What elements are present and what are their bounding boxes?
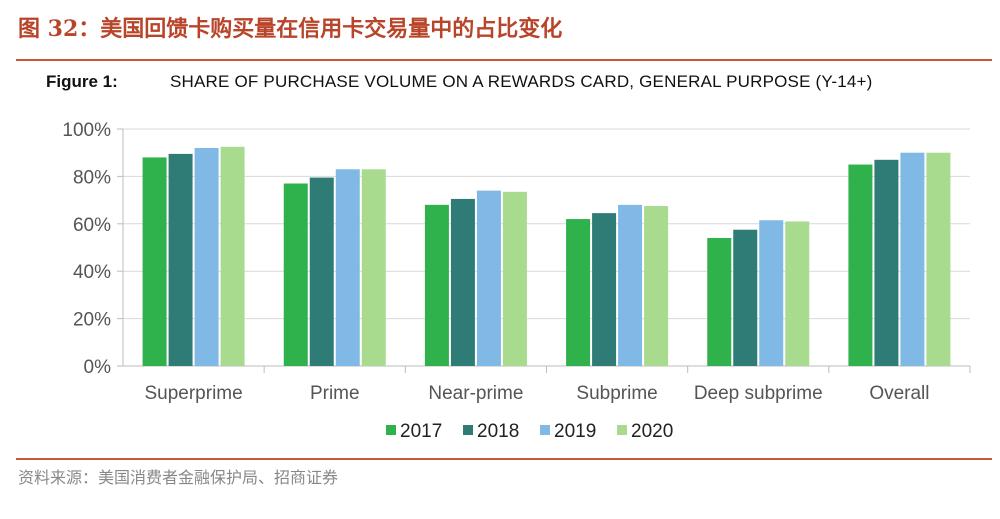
x-tick-label: Near-prime: [428, 383, 523, 404]
bar-2017: [283, 183, 308, 366]
y-tick-label: 100%: [62, 120, 111, 141]
x-tick-label: Subprime: [576, 383, 657, 404]
x-tick-label: Superprime: [144, 383, 242, 404]
legend-label: 2018: [477, 421, 519, 442]
legend-label: 2020: [631, 421, 673, 442]
bar-2020: [926, 152, 951, 366]
bar-2018: [874, 159, 899, 366]
y-tick-label: 0%: [84, 357, 112, 378]
figure-label: Figure 1:: [46, 72, 118, 91]
bar-2018: [733, 229, 758, 366]
x-tick-label: Deep subprime: [694, 383, 823, 404]
bars: [142, 146, 951, 366]
y-axis-labels: 0% 20% 40% 60% 80% 100%: [62, 120, 111, 378]
bar-2017: [566, 219, 591, 366]
page-title: 图 32：美国回馈卡购买量在信用卡交易量中的占比变化: [18, 16, 563, 42]
source-note: 资料来源：美国消费者金融保护局、招商证券: [18, 468, 339, 487]
bar-2020: [502, 191, 527, 366]
legend: 2017 2018 2019 2020: [386, 421, 673, 442]
footer-divider: [16, 458, 992, 460]
bar-2019: [759, 220, 784, 366]
bar-2018: [592, 213, 617, 366]
bar-2019: [335, 169, 360, 366]
legend-swatch: [540, 425, 550, 435]
x-tick-label: Prime: [310, 383, 360, 404]
x-axis-labels: Superprime Prime Near-prime Subprime Deep su…: [144, 383, 929, 404]
y-tick-label: 80%: [73, 167, 111, 188]
bar-2017: [142, 157, 167, 366]
header-divider: [16, 59, 992, 61]
bar-2019: [900, 152, 925, 366]
bar-2019: [476, 190, 501, 366]
bar-2017: [707, 238, 732, 366]
bar-2020: [785, 221, 810, 366]
x-tick-label: Overall: [869, 383, 929, 404]
bar-2020: [644, 206, 669, 366]
bar-2018: [450, 198, 475, 366]
bar-2019: [618, 204, 643, 366]
y-tick-label: 40%: [73, 262, 111, 283]
bar-2018: [309, 177, 334, 366]
bar-2019: [194, 147, 219, 366]
bar-chart: 0% 20% 40% 60% 80% 100% Superprime Prime Near-p…: [62, 120, 971, 442]
grid-lines: [117, 128, 971, 373]
bar-2020: [361, 169, 386, 366]
bar-2017: [424, 204, 449, 366]
y-tick-label: 20%: [73, 310, 111, 331]
bar-2020: [220, 146, 245, 366]
legend-swatch: [463, 425, 473, 435]
legend-swatch: [386, 425, 396, 435]
legend-label: 2017: [400, 421, 442, 442]
legend-swatch: [617, 425, 627, 435]
bar-2018: [168, 153, 193, 366]
legend-label: 2019: [554, 421, 596, 442]
chart-title: SHARE OF PURCHASE VOLUME ON A REWARDS CA…: [170, 72, 873, 91]
bar-2017: [848, 164, 873, 366]
y-tick-label: 60%: [73, 215, 111, 236]
